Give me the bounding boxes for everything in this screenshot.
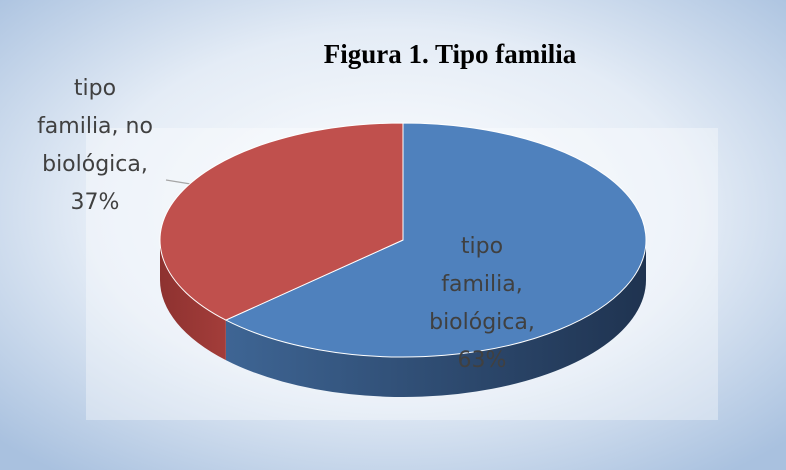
- slice-side: [160, 240, 226, 361]
- chart-title: Figura 1. Tipo familia: [324, 39, 577, 69]
- slice-side: [225, 240, 646, 397]
- slice: [159, 122, 404, 321]
- data-label: tipo familia, no biológica, 37%: [37, 76, 153, 215]
- slice: [224, 122, 647, 358]
- data-label: tipo familia, biológica, 63%: [429, 234, 535, 373]
